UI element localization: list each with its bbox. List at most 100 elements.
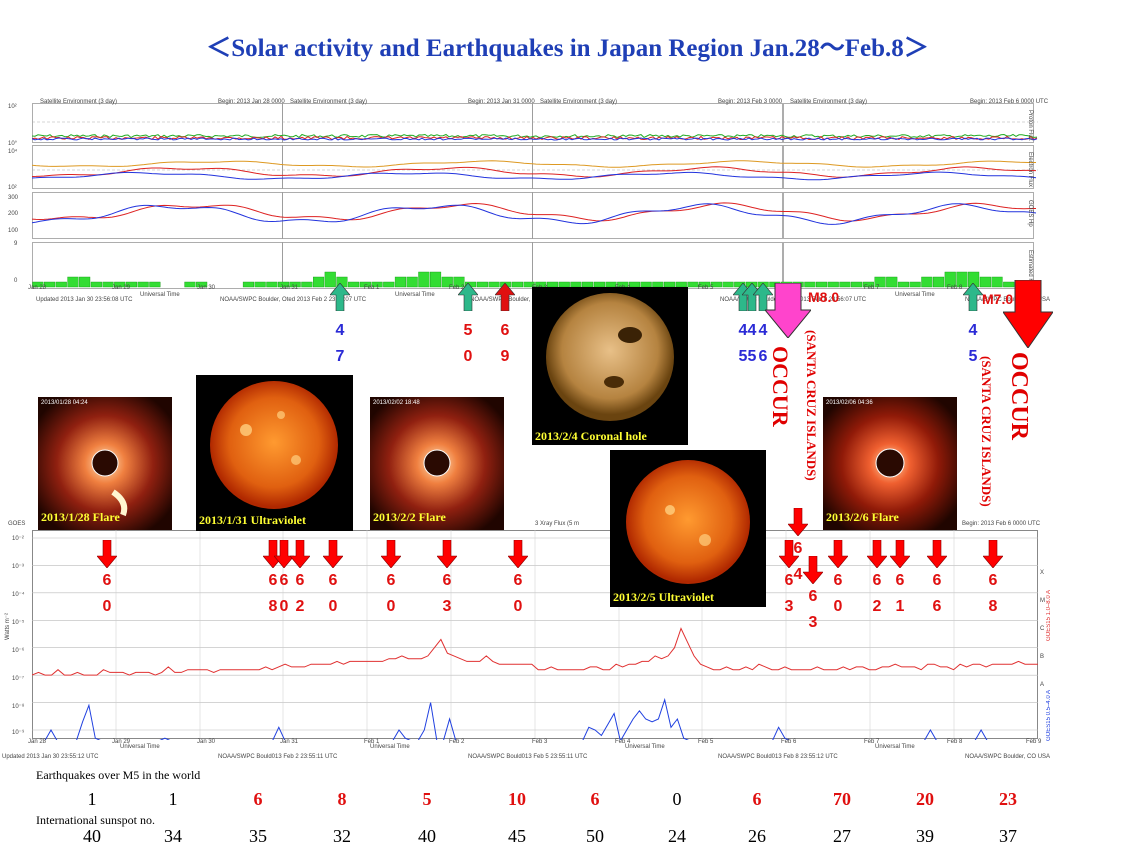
image-label-6: 2013/2/6 Flare — [826, 510, 899, 524]
kp-bar — [476, 281, 488, 288]
xray-footer-2: NOAA/SWPC Bould013 Feb 2 23:55:11 UTC — [218, 754, 338, 760]
down-arrow-icon — [437, 540, 457, 568]
electron-series-orange — [32, 160, 1036, 168]
top-begin-4: Begin: 2013 Feb 6 0000 UTC — [970, 99, 1049, 105]
xray-legend-short: GOES15 0.5–4.0 A — [1046, 690, 1052, 742]
quake-count: 6 — [590, 789, 600, 809]
kp-bar — [1003, 281, 1015, 288]
xray-class-a: A — [1040, 682, 1045, 688]
xray-date-tick: Feb 4 — [615, 739, 631, 745]
quake-count: 10 — [508, 789, 526, 809]
xray-date-tick: Feb 6 — [781, 739, 797, 745]
image-flare-2: 2013/02/02 18:48 2013/2/2 Flare — [370, 397, 504, 530]
top-panel-frame — [783, 145, 1034, 189]
sunspot-count: 45 — [508, 826, 526, 846]
xray-tick-8: 10⁻⁹ — [12, 730, 25, 736]
kp-bar — [687, 281, 699, 288]
top-ut-4: Universal Time — [895, 292, 935, 298]
lower-marker-digit-1: 6 — [793, 540, 803, 557]
xray-date-tick: Feb 3 — [532, 739, 548, 745]
goes-hp-label: GOES Hp — [1027, 200, 1033, 227]
top-panel-frame — [32, 192, 283, 239]
lower-marker-arrow — [437, 540, 457, 568]
kp-bar — [886, 276, 898, 288]
top-ut-1: Universal Time — [140, 292, 180, 298]
kp-bar — [488, 281, 500, 288]
kp-bar — [289, 281, 301, 288]
kp-label: Estimated Kp — [1027, 250, 1033, 286]
image-label-2: 2013/1/31 Ultraviolet — [199, 513, 306, 527]
top-tick-5: 300 — [8, 195, 19, 201]
kp-bar — [32, 281, 44, 288]
xray-ut-2: Universal Time — [370, 744, 410, 750]
lower-marker-digit-1: 6 — [279, 572, 289, 589]
kp-bar — [699, 281, 711, 288]
kp-bar — [184, 281, 196, 288]
sunspot-count: 24 — [668, 826, 686, 846]
satellite-environment-chart — [32, 103, 1038, 289]
kp-bar — [816, 281, 828, 288]
sunspot-count: 27 — [833, 826, 851, 846]
xray-begin-label: Begin: 2013 Feb 6 0000 UTC — [962, 521, 1041, 527]
sunspot-count: 35 — [249, 826, 267, 846]
top-date-tick: Feb 5 — [698, 285, 714, 291]
lower-marker-arrow — [927, 540, 947, 568]
upper-marker-arrow — [963, 283, 983, 311]
up-arrow-icon — [458, 283, 478, 311]
top-tick-3: 10⁴ — [8, 149, 18, 155]
xray-tick-4: 10⁻⁵ — [12, 620, 25, 626]
up-arrow-icon — [963, 283, 983, 311]
quake-row-label: Earthquakes over M5 in the world — [36, 768, 201, 782]
xray-ut-4: Universal Time — [875, 744, 915, 750]
lower-marker-digit-2: 3 — [442, 598, 452, 615]
down-arrow-icon — [779, 540, 799, 568]
top-tick-1: 10² — [8, 104, 17, 110]
down-arrow-icon — [274, 540, 294, 568]
lower-marker-digit-1: 6 — [895, 572, 905, 589]
top-panel-frame — [282, 103, 533, 143]
xray-footer-5: NOAA/SWPC Boulder, CO USA — [965, 754, 1051, 760]
top-panel-frame — [32, 145, 283, 189]
lower-marker-digit-1: 6 — [784, 572, 794, 589]
kp-bar — [862, 281, 874, 288]
top-panel-frame — [32, 103, 283, 143]
kp-bar — [406, 276, 418, 288]
down-arrow-icon — [828, 540, 848, 568]
upper-marker-digit-1: 6 — [500, 322, 510, 339]
top-date-tick: Feb 2 — [449, 285, 465, 291]
quake-count: 0 — [672, 789, 682, 809]
big-event-place-2: (SANTA CRUZ ISLANDS) — [979, 356, 994, 507]
image-label-4: 2013/2/4 Coronal hole — [535, 429, 647, 443]
top-panel-frame — [783, 242, 1034, 289]
xray-date-tick: Jan 29 — [112, 739, 131, 745]
kp-bar — [956, 271, 968, 288]
top-date-tick: Jan 31 — [280, 285, 299, 291]
lower-marker-digit-1: 6 — [268, 572, 278, 589]
image-stamp-2: 2013/02/02 18:48 — [373, 400, 420, 406]
upper-marker-arrow — [495, 283, 515, 311]
kp-bar — [944, 271, 956, 288]
down-arrow-icon — [508, 540, 528, 568]
image-flare-1: 2013/01/28 04:24 2013/1/28 Flare — [38, 397, 172, 530]
xray-date-tick: Feb 5 — [698, 739, 714, 745]
kp-bar — [242, 281, 255, 288]
xray-date-tick: Feb 8 — [947, 739, 963, 745]
down-arrow-icon — [803, 556, 823, 584]
top-tick-8: 9 — [14, 241, 18, 247]
quake-count: 5 — [422, 789, 432, 809]
kp-bar — [909, 281, 921, 288]
down-arrow-icon — [890, 540, 910, 568]
electron-series-blue — [32, 171, 1037, 181]
coronagraph-graphic — [370, 397, 504, 530]
kp-bar — [90, 281, 102, 288]
kp-bar — [324, 271, 336, 288]
lower-marker-digit-1: 6 — [102, 572, 112, 589]
top-date-tick: Jan 29 — [112, 285, 131, 291]
upper-marker-digit-2: 5 — [738, 348, 748, 365]
kp-bar — [196, 281, 208, 288]
upper-marker-digit-2: 5 — [968, 348, 978, 365]
xray-date-tick: Jan 28 — [28, 739, 47, 745]
lower-marker-digit-1: 6 — [988, 572, 998, 589]
down-arrow-icon — [97, 540, 117, 568]
upper-marker-digit-1: 4 — [747, 322, 757, 339]
